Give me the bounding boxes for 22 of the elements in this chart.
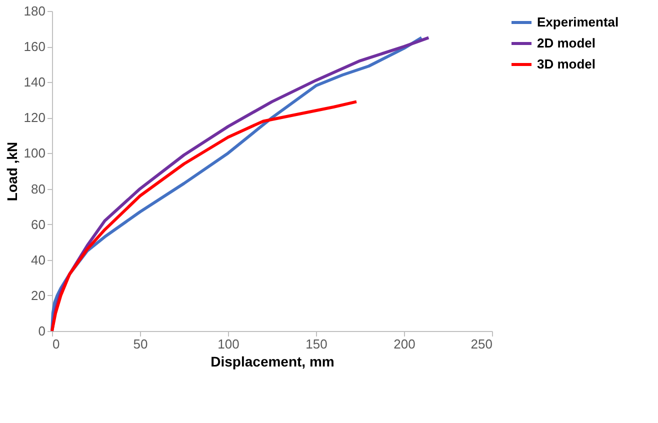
- y-tick-label: 20: [31, 288, 46, 303]
- x-tick-label: 100: [218, 336, 240, 352]
- legend-label: 2D model: [537, 36, 596, 50]
- x-tick-label: 200: [394, 336, 416, 352]
- y-tick-label: 0: [38, 324, 46, 338]
- x-tick-label: 150: [306, 336, 328, 352]
- y-tick-label: 140: [24, 74, 46, 90]
- x-tick-label: 250: [470, 336, 492, 352]
- x-tick-label: 0: [52, 336, 60, 352]
- y-tick-label: 80: [31, 181, 46, 196]
- y-tick-label: 180: [24, 4, 46, 18]
- y-tick-label: 100: [24, 146, 46, 161]
- line-series: [50, 100, 358, 332]
- legend-label: 3D model: [537, 56, 596, 72]
- x-tick-label: 50: [133, 336, 148, 352]
- y-axis-title: Load ,kN: [4, 142, 20, 202]
- y-tick-label: 120: [24, 110, 46, 126]
- y-tick-label: 60: [31, 216, 46, 232]
- y-tick-label: 40: [31, 252, 46, 268]
- y-tick-label: 160: [24, 39, 46, 54]
- x-axis-title: Displacement, mm: [210, 354, 334, 370]
- legend-label: Experimental: [537, 14, 619, 30]
